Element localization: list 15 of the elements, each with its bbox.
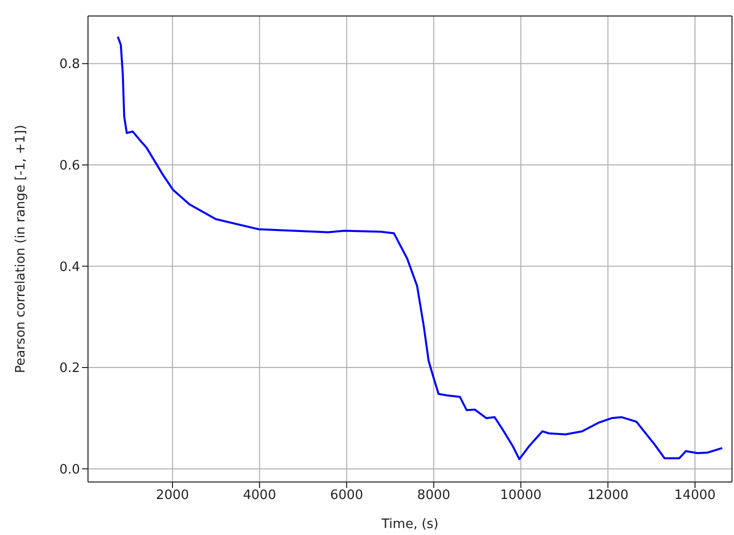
x-tick-label: 6000 (330, 488, 364, 504)
y-tick-label: 0.0 (59, 462, 80, 478)
x-tick-label: 14000 (674, 488, 716, 504)
y-tick-label: 0.6 (59, 158, 80, 174)
y-tick-label: 0.4 (59, 260, 80, 275)
x-tick-label: 10000 (500, 488, 542, 504)
x-tick-label: 2000 (156, 488, 190, 504)
y-tick-label: 0.2 (59, 361, 80, 376)
x-tick-label: 12000 (587, 488, 629, 504)
x-tick-label: 4000 (243, 488, 276, 504)
line-series (116, 36, 724, 460)
x-axis-title: Time, (s) (380, 517, 438, 532)
y-axis-title: Pearson correlation (in range [-1, +1]) (14, 124, 29, 374)
y-tick-label: 0.8 (59, 57, 80, 72)
x-tick-label: 8000 (417, 488, 450, 504)
